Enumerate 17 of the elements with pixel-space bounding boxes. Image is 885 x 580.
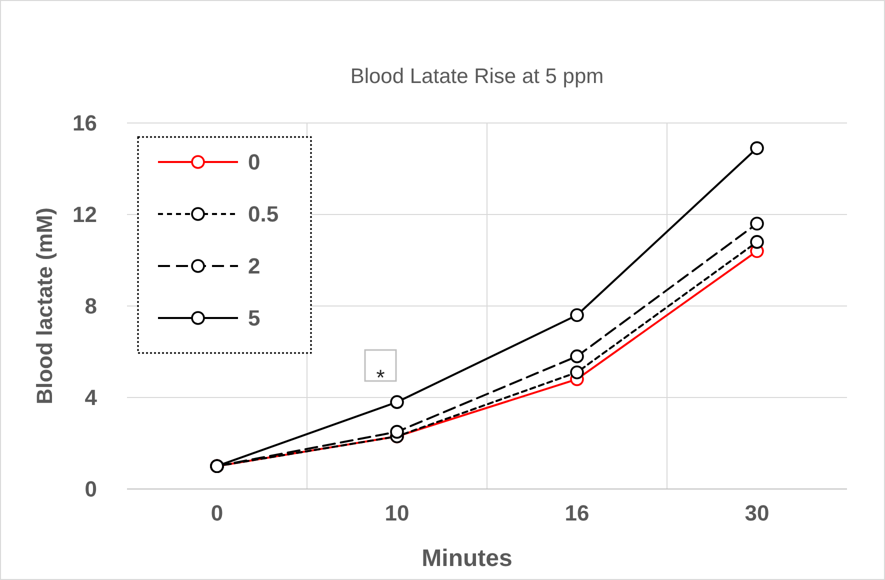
x-tick-label: 30 bbox=[744, 500, 770, 526]
chart-title: Blood Latate Rise at 5 ppm bbox=[350, 65, 604, 88]
legend-label: 2 bbox=[248, 254, 260, 279]
y-tick-label: 16 bbox=[72, 110, 97, 136]
legend-label: 0.5 bbox=[248, 202, 279, 227]
x-axis-title: Minutes bbox=[422, 545, 512, 572]
y-tick-label: 0 bbox=[84, 476, 97, 502]
x-tick-label: 10 bbox=[384, 500, 410, 526]
y-axis-title: Blood lactate (mM) bbox=[32, 208, 57, 404]
y-tick-label: 12 bbox=[72, 202, 97, 228]
y-tick-label: 8 bbox=[84, 294, 97, 319]
legend-label: 5 bbox=[248, 306, 260, 331]
annotation: * bbox=[376, 365, 386, 390]
x-tick-label: 16 bbox=[564, 500, 590, 526]
x-tick-label: 0 bbox=[210, 500, 224, 526]
legend-label: 0 bbox=[248, 150, 260, 175]
y-tick-label: 4 bbox=[84, 385, 98, 410]
